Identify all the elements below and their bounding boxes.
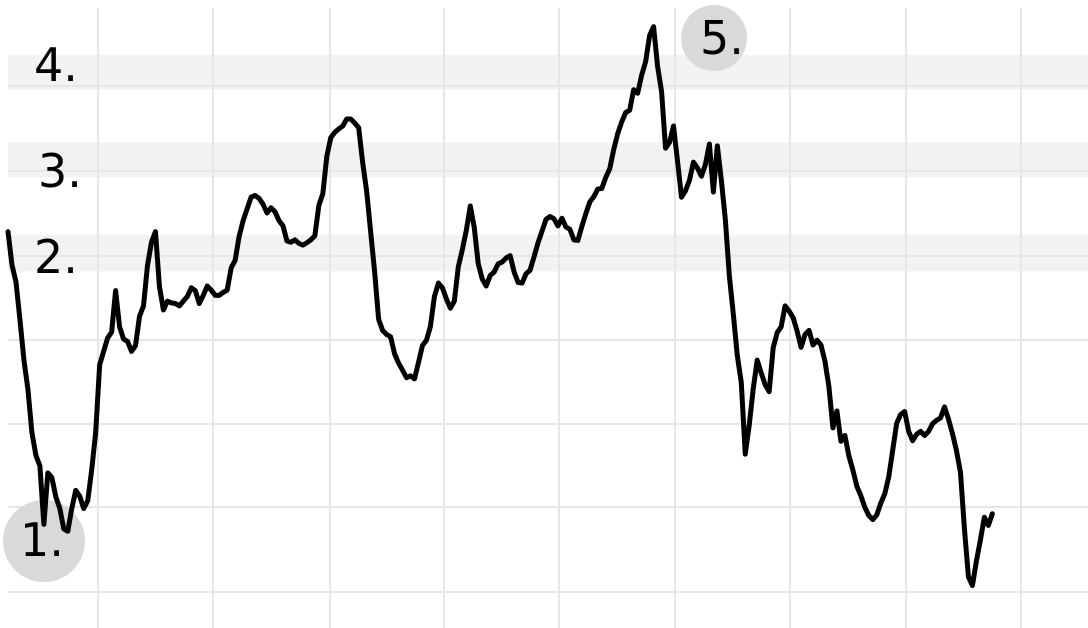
band-label-4: 4.	[34, 38, 78, 92]
series-layer	[5, 24, 995, 589]
highlight-bands	[8, 54, 1088, 272]
marker-label-5: 5.	[700, 11, 744, 65]
band-3	[8, 142, 1088, 178]
annotation-labels: 2. 3. 4. 1. 5.	[20, 11, 744, 567]
band-2	[8, 235, 1088, 272]
series-line	[5, 24, 995, 589]
marker-circle-5	[681, 5, 747, 71]
marker-label-1: 1.	[20, 513, 64, 567]
band-label-2: 2.	[34, 230, 78, 284]
gridlines	[8, 8, 1088, 628]
band-label-3: 3.	[38, 144, 82, 198]
band-4	[8, 54, 1088, 90]
